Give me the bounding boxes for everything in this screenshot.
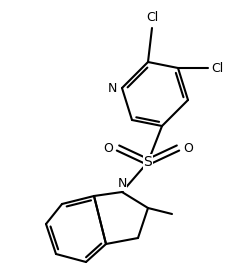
Text: S: S <box>144 155 152 169</box>
Text: O: O <box>183 142 193 155</box>
Text: N: N <box>117 177 127 190</box>
Text: Cl: Cl <box>146 11 158 24</box>
Text: N: N <box>108 81 117 94</box>
Text: O: O <box>103 142 113 155</box>
Text: Cl: Cl <box>211 62 223 75</box>
